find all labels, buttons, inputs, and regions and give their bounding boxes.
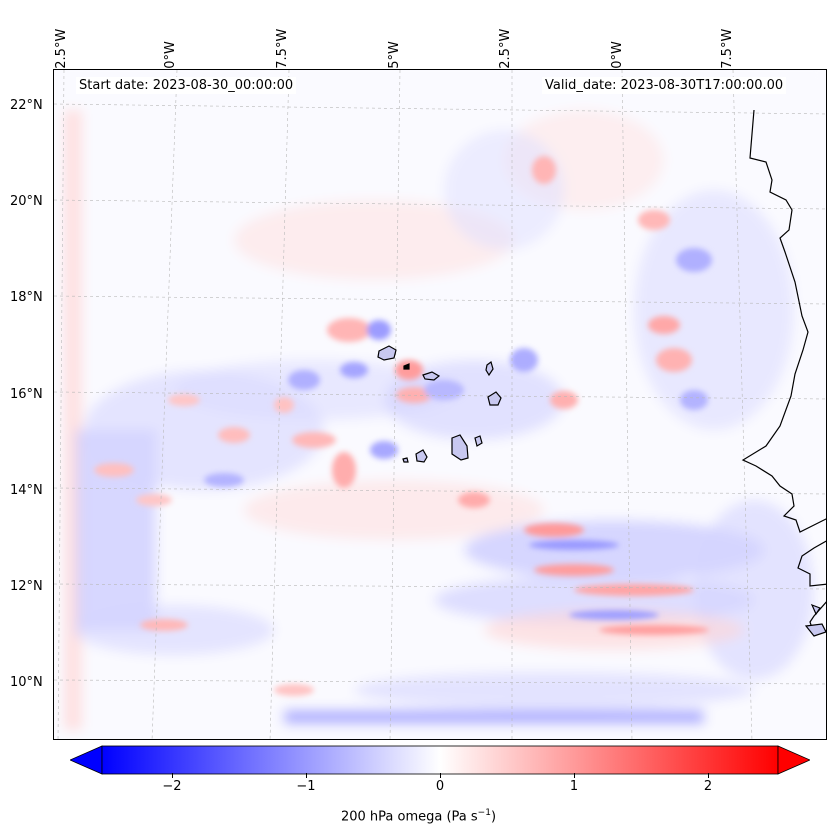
start-date-label: Start date: 2023-08-30_00:00:00 — [76, 77, 297, 94]
sao-vicente-island — [403, 363, 410, 370]
lat-label-16n: 16°N — [10, 387, 43, 402]
boa-vista-island — [487, 391, 502, 406]
brava-island — [402, 457, 409, 463]
colorbar-label: 200 hPa omega (Pa s−1) — [340, 808, 497, 825]
lat-label-10n: 10°N — [10, 675, 43, 690]
sal-island — [485, 360, 494, 377]
sao-nicolau-island — [422, 371, 441, 381]
omega-field-map — [54, 70, 826, 739]
colorbar-tickmark-1 — [574, 773, 575, 778]
lat-label-18n: 18°N — [10, 290, 43, 305]
colorbar-tick-minus-2: −2 — [162, 779, 182, 794]
bijagos-island-a — [810, 603, 821, 616]
colorbar-high-extend — [777, 745, 811, 775]
colorbar-gradient — [101, 745, 779, 775]
colorbar-label-exponent: −1 — [477, 808, 491, 818]
africa-coastline — [741, 109, 826, 635]
colorbar-tickmark-0 — [440, 773, 441, 778]
valid-date-label: Valid_date: 2023-08-30T17:00:00.00 — [542, 77, 787, 94]
coastlines — [741, 109, 826, 635]
lat-label-22n: 22°N — [10, 98, 43, 113]
omega-field-shading — [54, 70, 826, 739]
graticule — [54, 70, 826, 739]
maio-island — [474, 435, 483, 447]
colorbar — [69, 745, 811, 775]
fogo-island — [415, 449, 428, 463]
map-panel — [53, 69, 827, 740]
colorbar-tickmark-m1 — [306, 773, 307, 778]
colorbar-tick-2: 2 — [703, 779, 713, 794]
colorbar-tick-0: 0 — [435, 779, 445, 794]
colorbar-tick-1: 1 — [569, 779, 579, 794]
lat-label-20n: 20°N — [10, 194, 43, 209]
colorbar-tickmark-2 — [708, 773, 709, 778]
colorbar-low-extend — [69, 745, 103, 775]
colorbar-tick-minus-1: −1 — [296, 779, 316, 794]
omega-field-features — [94, 156, 712, 696]
santiago-island — [451, 434, 469, 461]
lat-label-12n: 12°N — [10, 579, 43, 594]
bijagos-island-b — [804, 623, 826, 637]
lat-label-14n: 14°N — [10, 483, 43, 498]
colorbar-tickmark-m2 — [172, 773, 173, 778]
santo-antao-island — [377, 345, 397, 361]
cape-verde-islands — [377, 345, 826, 637]
